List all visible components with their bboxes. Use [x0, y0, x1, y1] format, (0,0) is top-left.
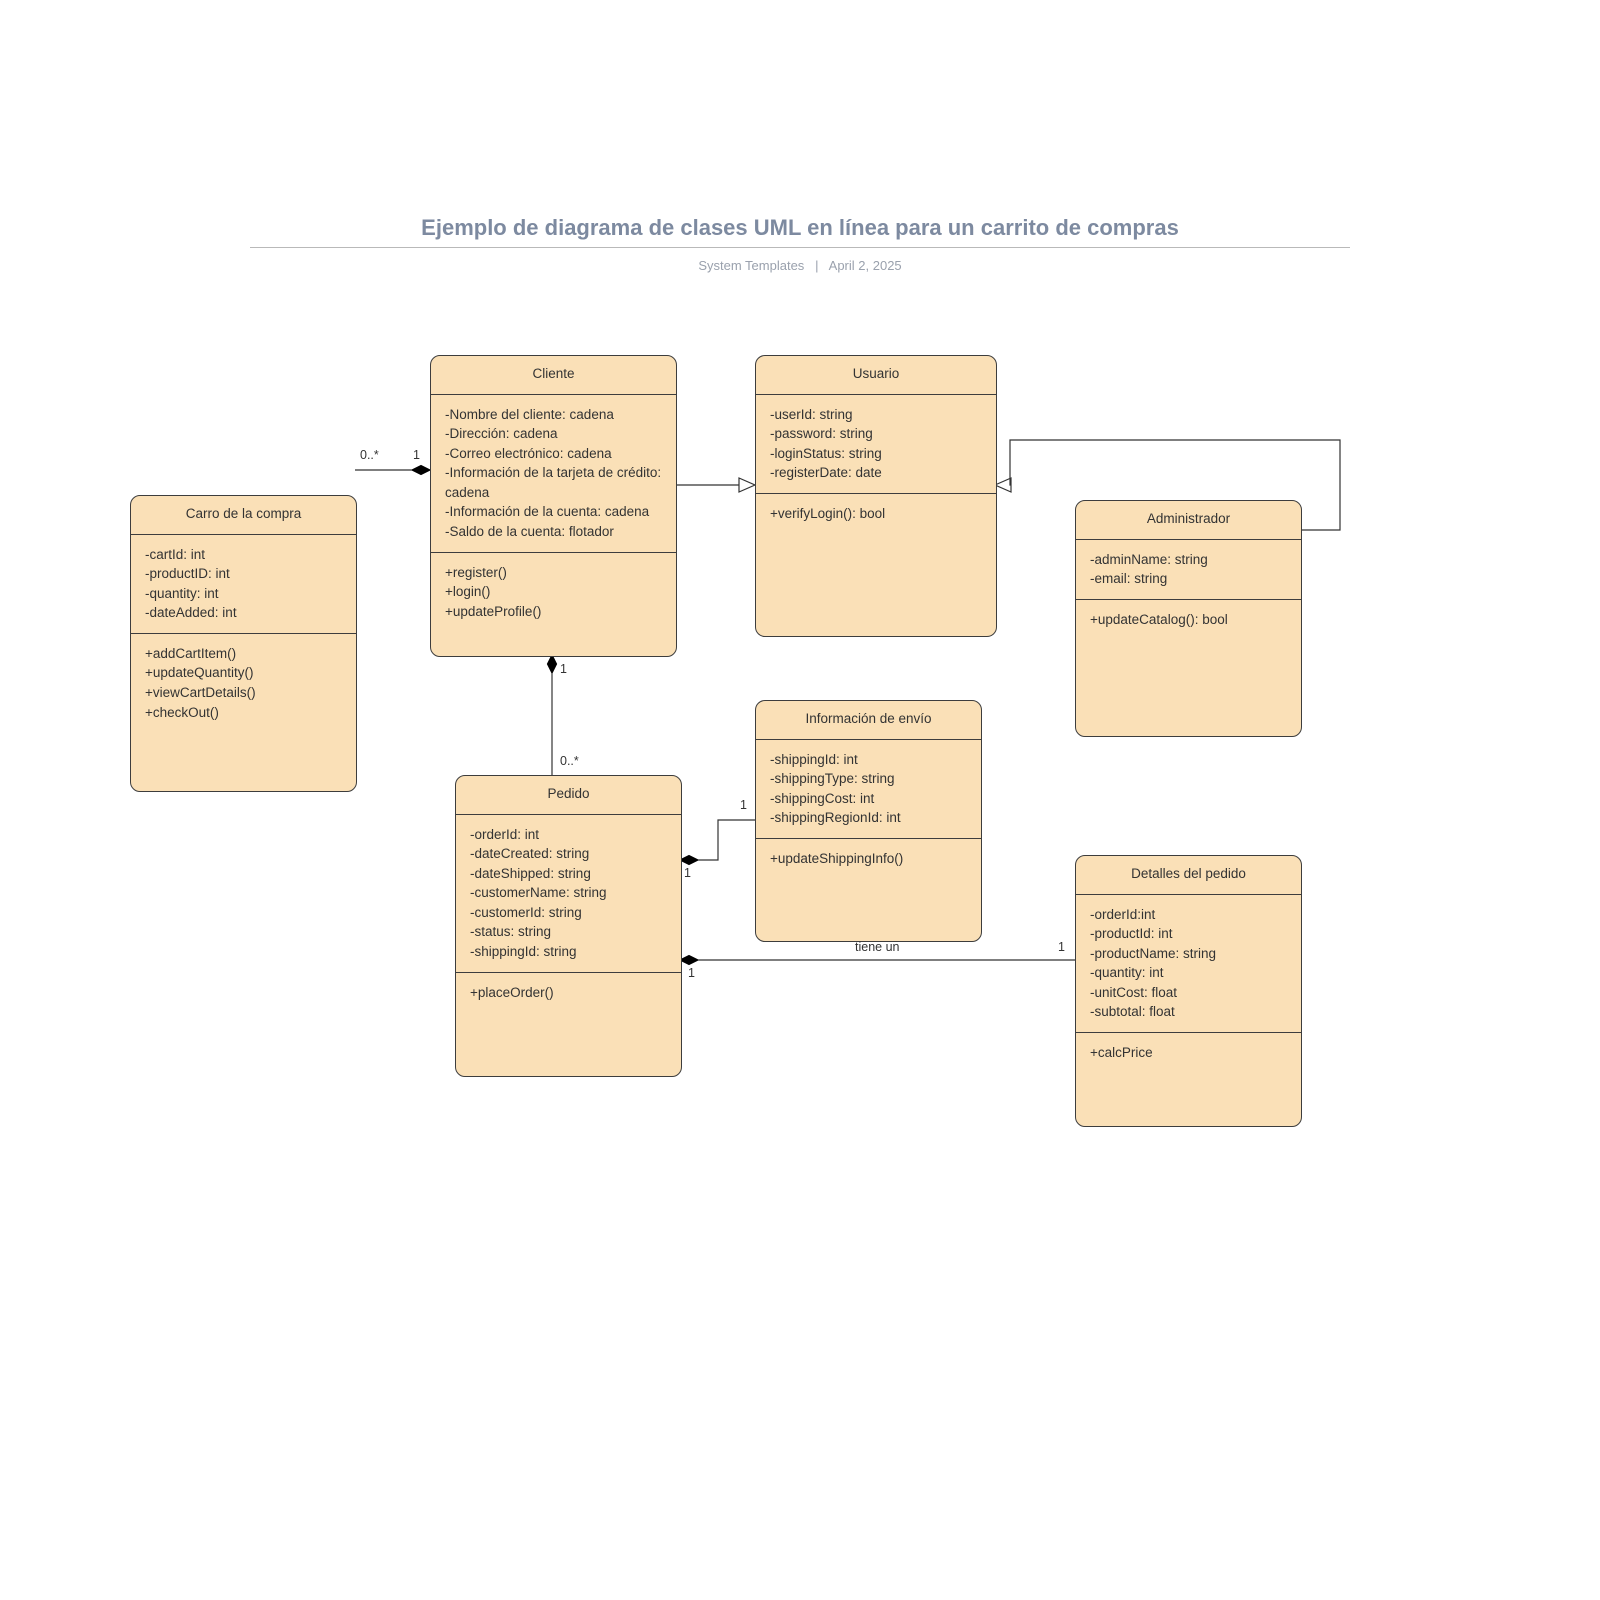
- class-attributes: -adminName: string-email: string: [1076, 540, 1301, 600]
- multiplicity-label: 0..*: [560, 754, 579, 768]
- attribute-line: -Dirección: cadena: [445, 424, 662, 444]
- class-name: Carro de la compra: [131, 496, 356, 535]
- class-attributes: -shippingId: int-shippingType: string-sh…: [756, 740, 981, 839]
- multiplicity-label: 1: [1058, 940, 1065, 954]
- operation-line: +updateShippingInfo(): [770, 849, 967, 869]
- diagram-canvas: Ejemplo de diagrama de clases UML en lín…: [0, 0, 1600, 1600]
- attribute-line: -shippingId: string: [470, 942, 667, 962]
- class-name: Administrador: [1076, 501, 1301, 540]
- attribute-line: -Nombre del cliente: cadena: [445, 405, 662, 425]
- attribute-line: -dateCreated: string: [470, 844, 667, 864]
- attribute-line: -email: string: [1090, 569, 1287, 589]
- operation-line: +updateCatalog(): bool: [1090, 610, 1287, 630]
- class-cliente: Cliente-Nombre del cliente: cadena-Direc…: [430, 355, 677, 657]
- class-attributes: -userId: string-password: string-loginSt…: [756, 395, 996, 494]
- class-operations: +verifyLogin(): bool: [756, 494, 996, 534]
- attribute-line: -userId: string: [770, 405, 982, 425]
- attribute-line: -subtotal: float: [1090, 1002, 1287, 1022]
- title-block: Ejemplo de diagrama de clases UML en lín…: [250, 215, 1350, 273]
- operation-line: +placeOrder(): [470, 983, 667, 1003]
- attribute-line: -productName: string: [1090, 944, 1287, 964]
- operation-line: +verifyLogin(): bool: [770, 504, 982, 524]
- attribute-line: -shippingRegionId: int: [770, 808, 967, 828]
- attribute-line: -quantity: int: [1090, 963, 1287, 983]
- operation-line: +calcPrice: [1090, 1043, 1287, 1063]
- multiplicity-label: 1: [413, 448, 420, 462]
- attribute-line: -shippingCost: int: [770, 789, 967, 809]
- operation-line: +viewCartDetails(): [145, 683, 342, 703]
- class-operations: +updateShippingInfo(): [756, 839, 981, 879]
- attribute-line: -Correo electrónico: cadena: [445, 444, 662, 464]
- class-detalles: Detalles del pedido-orderId:int-productI…: [1075, 855, 1302, 1127]
- attribute-line: -customerId: string: [470, 903, 667, 923]
- class-operations: +placeOrder(): [456, 973, 681, 1013]
- multiplicity-label: 0..*: [360, 448, 379, 462]
- attribute-line: -cartId: int: [145, 545, 342, 565]
- class-name: Pedido: [456, 776, 681, 815]
- diagram-subtitle: System Templates | April 2, 2025: [250, 258, 1350, 273]
- class-carro: Carro de la compra-cartId: int-productID…: [130, 495, 357, 792]
- class-attributes: -cartId: int-productID: int-quantity: in…: [131, 535, 356, 634]
- title-underline: [250, 247, 1350, 248]
- subtitle-separator: |: [808, 258, 826, 273]
- class-operations: +calcPrice: [1076, 1033, 1301, 1073]
- attribute-line: -productID: int: [145, 564, 342, 584]
- diagram-title: Ejemplo de diagrama de clases UML en lín…: [250, 215, 1350, 247]
- attribute-line: -Información de la cuenta: cadena: [445, 502, 662, 522]
- class-envio: Información de envío-shippingId: int-shi…: [755, 700, 982, 942]
- attribute-line: -loginStatus: string: [770, 444, 982, 464]
- class-operations: +register()+login()+updateProfile(): [431, 553, 676, 632]
- class-attributes: -orderId:int-productId: int-productName:…: [1076, 895, 1301, 1033]
- attribute-line: -customerName: string: [470, 883, 667, 903]
- attribute-line: -status: string: [470, 922, 667, 942]
- multiplicity-label: 1: [740, 798, 747, 812]
- attribute-line: -adminName: string: [1090, 550, 1287, 570]
- attribute-line: -shippingType: string: [770, 769, 967, 789]
- attribute-line: -orderId: int: [470, 825, 667, 845]
- attribute-line: -registerDate: date: [770, 463, 982, 483]
- multiplicity-label: 1: [688, 966, 695, 980]
- class-usuario: Usuario-userId: string-password: string-…: [755, 355, 997, 637]
- class-attributes: -orderId: int-dateCreated: string-dateSh…: [456, 815, 681, 973]
- author-label: System Templates: [698, 258, 804, 273]
- multiplicity-label: 1: [684, 866, 691, 880]
- date-label: April 2, 2025: [829, 258, 902, 273]
- class-name: Usuario: [756, 356, 996, 395]
- class-name: Detalles del pedido: [1076, 856, 1301, 895]
- attribute-line: -productId: int: [1090, 924, 1287, 944]
- attribute-line: -unitCost: float: [1090, 983, 1287, 1003]
- class-pedido: Pedido-orderId: int-dateCreated: string-…: [455, 775, 682, 1077]
- operation-line: +checkOut(): [145, 703, 342, 723]
- class-name: Cliente: [431, 356, 676, 395]
- class-attributes: -Nombre del cliente: cadena-Dirección: c…: [431, 395, 676, 553]
- attribute-line: -dateAdded: int: [145, 603, 342, 623]
- operation-line: +login(): [445, 582, 662, 602]
- attribute-line: -orderId:int: [1090, 905, 1287, 925]
- multiplicity-label: 1: [560, 662, 567, 676]
- operation-line: +updateQuantity(): [145, 663, 342, 683]
- class-name: Información de envío: [756, 701, 981, 740]
- class-operations: +updateCatalog(): bool: [1076, 600, 1301, 640]
- operation-line: +addCartItem(): [145, 644, 342, 664]
- attribute-line: -password: string: [770, 424, 982, 444]
- attribute-line: -Información de la tarjeta de crédito: c…: [445, 463, 662, 502]
- operation-line: +register(): [445, 563, 662, 583]
- attribute-line: -quantity: int: [145, 584, 342, 604]
- class-admin: Administrador-adminName: string-email: s…: [1075, 500, 1302, 737]
- relationship-label: tiene un: [855, 940, 899, 954]
- attribute-line: -dateShipped: string: [470, 864, 667, 884]
- attribute-line: -Saldo de la cuenta: flotador: [445, 522, 662, 542]
- operation-line: +updateProfile(): [445, 602, 662, 622]
- attribute-line: -shippingId: int: [770, 750, 967, 770]
- class-operations: +addCartItem()+updateQuantity()+viewCart…: [131, 634, 356, 732]
